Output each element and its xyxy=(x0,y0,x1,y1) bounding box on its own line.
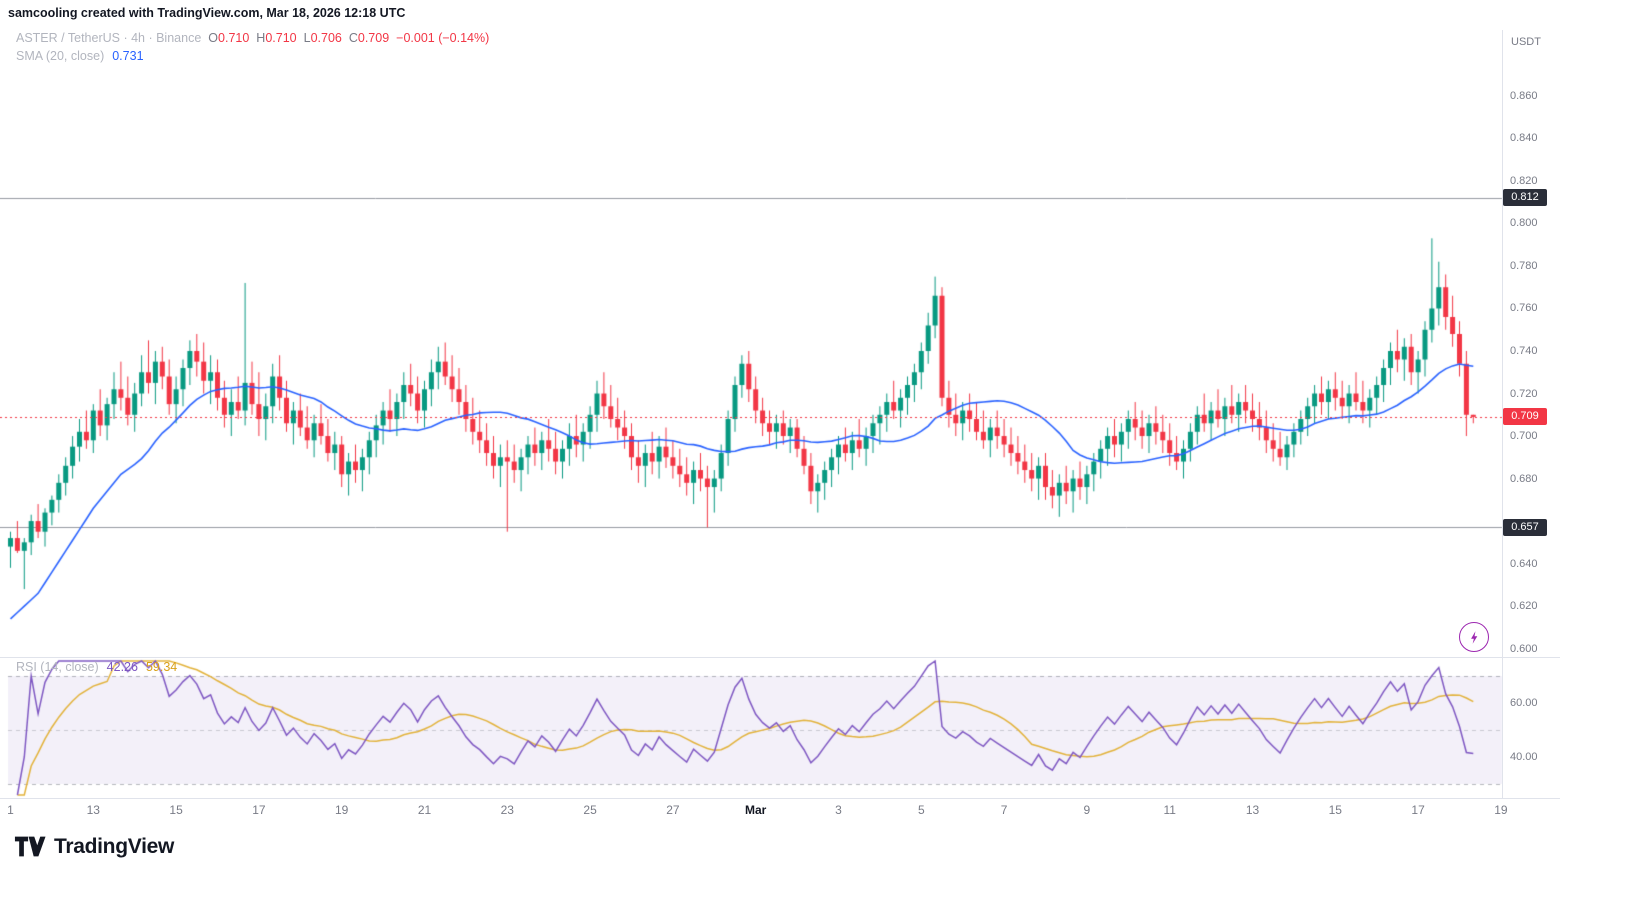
tradingview-wordmark: TradingView xyxy=(54,835,175,858)
rsi-label: RSI (14, close) xyxy=(16,660,99,674)
ohlc-low: L0.706 xyxy=(303,31,342,45)
tradingview-icon xyxy=(14,836,46,857)
ohlc-open: O0.710 xyxy=(208,31,250,45)
price-axis-currency-label: USDT xyxy=(1511,36,1541,48)
price-tick: 0.760 xyxy=(1510,302,1538,315)
time-label: 13 xyxy=(86,803,100,817)
symbol-title[interactable]: ASTER / TetherUS · 4h · Binance xyxy=(16,31,202,45)
time-label: 3 xyxy=(835,803,842,817)
lightning-icon xyxy=(1470,630,1477,644)
rsi-tick: 60.00 xyxy=(1510,697,1538,709)
time-label: 19 xyxy=(335,803,349,817)
rsi-tick: 40.00 xyxy=(1510,751,1538,763)
price-axis-separator xyxy=(1502,30,1503,798)
resistance-price-badge[interactable]: 0.812 xyxy=(1503,189,1547,207)
price-tick: 0.780 xyxy=(1510,259,1538,272)
ohlc-high: H0.710 xyxy=(256,31,297,45)
last-price-badge[interactable]: 0.709 xyxy=(1503,408,1547,426)
price-tick: 0.620 xyxy=(1510,600,1538,613)
rsi-legend[interactable]: RSI (14, close) 42.26 59.34 xyxy=(16,660,177,674)
ohlc-close: C0.709 xyxy=(348,31,390,45)
price-tick: 0.600 xyxy=(1510,642,1538,655)
time-label-month: Mar xyxy=(745,803,767,817)
time-label: 15 xyxy=(1328,803,1342,817)
time-label: 7 xyxy=(1000,803,1008,817)
time-label: 23 xyxy=(500,803,514,817)
time-label: 13 xyxy=(1245,803,1260,817)
main-legend[interactable]: ASTER / TetherUS · 4h · Binance O0.710 H… xyxy=(16,31,489,45)
price-tick: 0.740 xyxy=(1510,345,1538,357)
rsi-ma-value: 59.34 xyxy=(145,660,178,674)
price-tick: 0.700 xyxy=(1510,430,1538,443)
time-label: 25 xyxy=(583,803,597,817)
time-label: 17 xyxy=(1411,803,1425,817)
time-label: 5 xyxy=(917,803,925,817)
price-tick: 0.840 xyxy=(1510,132,1538,145)
change-value: −0.001 (−0.14%) xyxy=(396,31,490,45)
time-label: 11 xyxy=(1163,803,1176,817)
price-tick: 0.860 xyxy=(1510,89,1538,102)
time-label: 1 xyxy=(7,803,14,817)
footer-logo[interactable]: TradingView xyxy=(14,834,174,860)
sma-label: SMA (20, close) xyxy=(16,49,105,63)
support-price-badge[interactable]: 0.657 xyxy=(1503,518,1547,536)
rsi-value: 42.26 xyxy=(106,660,138,674)
time-label: 19 xyxy=(1494,803,1508,817)
sma-legend[interactable]: SMA (20, close) 0.731 xyxy=(16,49,144,63)
time-label: 15 xyxy=(169,803,183,817)
price-tick: 0.640 xyxy=(1510,557,1538,570)
price-tick: 0.800 xyxy=(1510,217,1538,230)
price-tick: 0.820 xyxy=(1510,174,1538,187)
price-tick: 0.720 xyxy=(1510,387,1538,400)
time-label: 27 xyxy=(666,803,680,817)
sma-value: 0.731 xyxy=(112,49,144,63)
lightning-button[interactable] xyxy=(1459,622,1489,652)
pane-separator[interactable] xyxy=(0,657,1560,658)
time-label: 21 xyxy=(417,803,432,817)
time-label: 17 xyxy=(252,803,266,817)
time-label: 9 xyxy=(1083,803,1091,817)
price-tick: 0.680 xyxy=(1510,472,1538,485)
time-axis-separator xyxy=(0,798,1560,799)
